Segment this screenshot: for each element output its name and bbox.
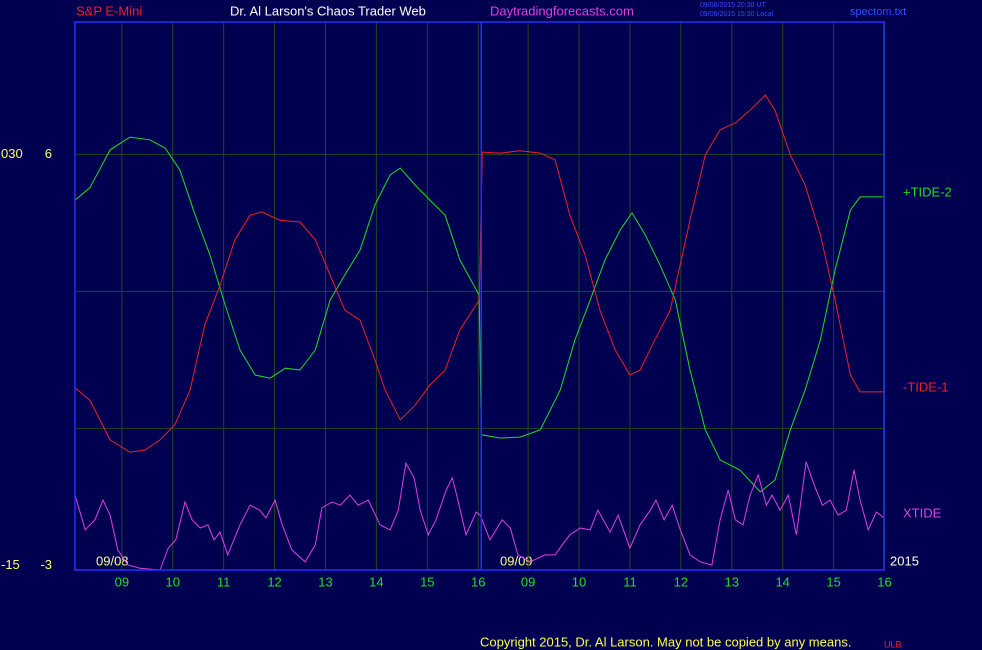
date-label: 09/09: [500, 553, 533, 568]
x-tick-label: 15: [420, 574, 434, 589]
site-url: Daytradingforecasts.com: [490, 3, 634, 18]
file-name: spectom.txt: [850, 6, 906, 18]
site-title: Dr. Al Larson's Chaos Trader Web: [230, 3, 426, 18]
x-tick-label: 14: [369, 574, 383, 589]
x-tick-label: 16: [877, 574, 891, 589]
x-tick-label: 13: [725, 574, 739, 589]
y2-tick-label: -15: [1, 557, 20, 572]
y2-tick-label: 030: [1, 146, 23, 161]
x-tick-label: 12: [267, 574, 281, 589]
x-tick-label: 11: [217, 574, 231, 589]
series-line: [74, 461, 885, 571]
symbol: S&P E-Mini: [76, 3, 142, 18]
copyright: Copyright 2015, Dr. Al Larson. May not b…: [480, 634, 851, 649]
y-tick-label: -3: [40, 557, 52, 572]
x-tick-label: 09: [521, 574, 535, 589]
x-tick-label: 14: [775, 574, 789, 589]
x-tick-label: 15: [826, 574, 840, 589]
legend-label: XTIDE: [903, 505, 942, 520]
x-tick-label: 10: [572, 574, 586, 589]
timestamp-ut: 09/06/2015 20:30 UT: [700, 2, 766, 9]
legend-label: +TIDE-2: [903, 184, 952, 199]
x-tick-label: 13: [318, 574, 332, 589]
x-tick-label: 16: [471, 574, 485, 589]
x-tick-label: 12: [674, 574, 688, 589]
year-label: 2015: [890, 553, 919, 568]
timestamp-local: 09/06/2015 15:30 Local: [700, 11, 774, 18]
plot-border: [74, 21, 885, 571]
mark: ULB: [884, 639, 902, 649]
x-tick-label: 10: [166, 574, 180, 589]
x-tick-label: 09: [115, 574, 129, 589]
x-tick-label: 11: [623, 574, 637, 589]
date-label: 09/08: [96, 553, 129, 568]
y-tick-label: 6: [45, 146, 52, 161]
legend-label: -TIDE-1: [903, 379, 949, 394]
